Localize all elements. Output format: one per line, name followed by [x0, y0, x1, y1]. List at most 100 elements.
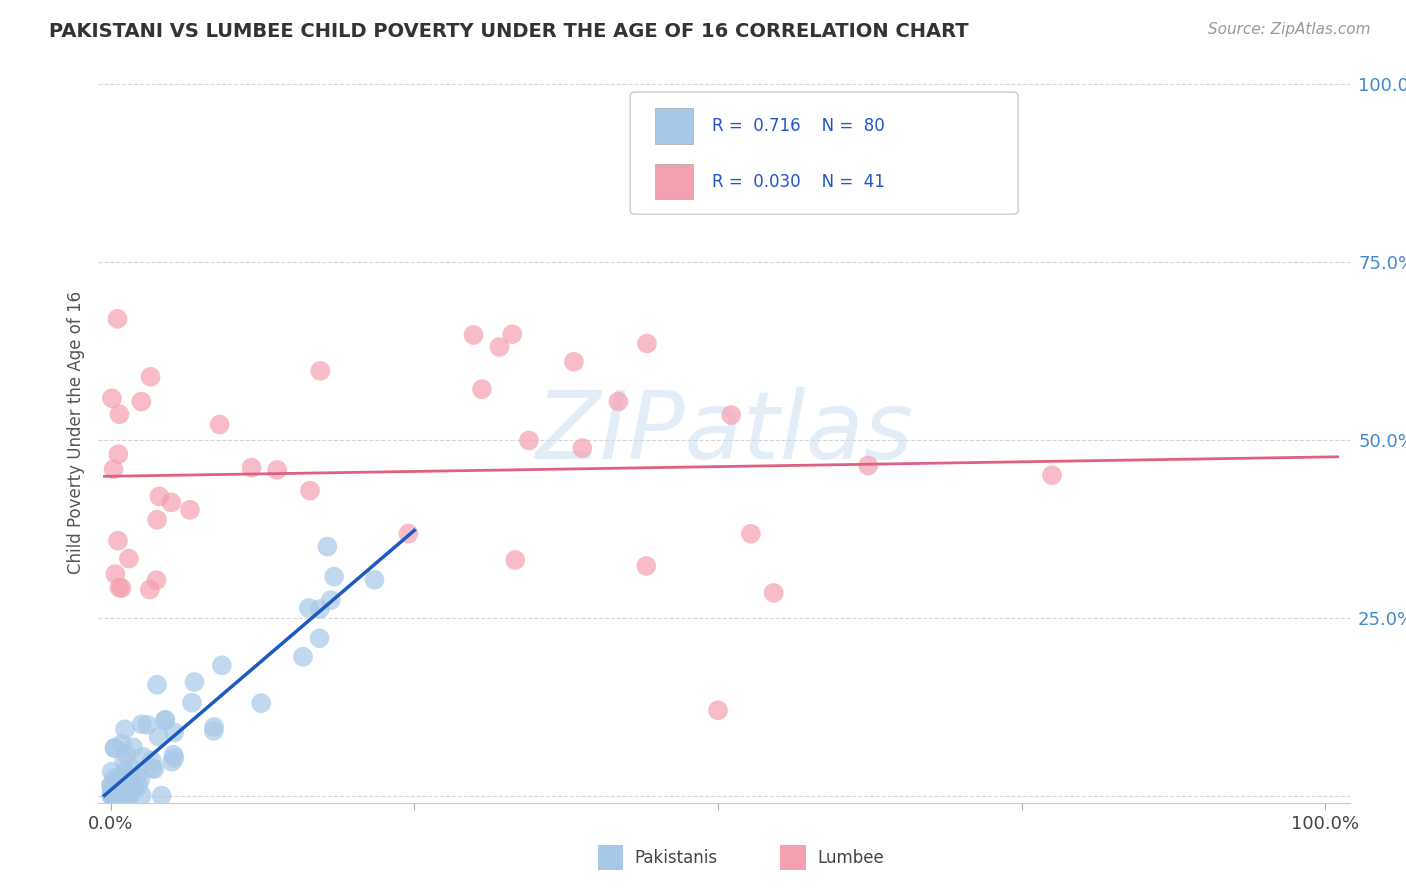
Point	[110, 777, 132, 791]
Point	[112, 765, 135, 780]
Point	[103, 771, 125, 785]
Text: R =  0.030    N =  41: R = 0.030 N = 41	[711, 173, 884, 191]
Point	[636, 336, 658, 351]
Point	[471, 382, 494, 396]
Point	[108, 581, 131, 595]
Point	[181, 696, 204, 710]
Point	[202, 723, 225, 738]
Point	[115, 780, 138, 794]
Point	[179, 503, 201, 517]
Point	[112, 753, 135, 767]
Point	[323, 569, 346, 583]
Point	[501, 327, 523, 342]
Point	[607, 394, 630, 409]
Point	[129, 772, 152, 786]
Text: R =  0.716    N =  80: R = 0.716 N = 80	[711, 117, 884, 135]
Point	[145, 573, 167, 587]
FancyBboxPatch shape	[630, 92, 1018, 214]
Point	[298, 601, 321, 615]
Point	[105, 787, 128, 801]
Point	[396, 526, 419, 541]
Point	[128, 779, 150, 793]
Point	[153, 714, 176, 728]
Point	[108, 772, 131, 786]
FancyBboxPatch shape	[655, 164, 693, 200]
Point	[112, 789, 135, 803]
Point	[141, 761, 163, 775]
Point	[105, 789, 128, 803]
Point	[132, 749, 155, 764]
Point	[636, 558, 658, 573]
Point	[1040, 468, 1063, 483]
Y-axis label: Child Poverty Under the Age of 16: Child Poverty Under the Age of 16	[67, 291, 86, 574]
Point	[707, 703, 730, 717]
Point	[103, 462, 125, 476]
Point	[139, 369, 162, 384]
Point	[740, 526, 762, 541]
Point	[100, 764, 122, 779]
Point	[146, 678, 169, 692]
Point	[150, 789, 173, 803]
Point	[114, 723, 136, 737]
Point	[208, 417, 231, 432]
Point	[100, 779, 122, 793]
Point	[115, 748, 138, 763]
Text: Pakistanis: Pakistanis	[634, 849, 717, 867]
Point	[101, 789, 124, 803]
Point	[136, 718, 159, 732]
Point	[163, 725, 186, 739]
Point	[319, 593, 342, 607]
Point	[141, 753, 163, 767]
Point	[105, 789, 128, 803]
Point	[131, 394, 153, 409]
Point	[131, 717, 153, 731]
Point	[183, 675, 205, 690]
Point	[124, 781, 146, 796]
Point	[103, 789, 125, 803]
Point	[211, 658, 233, 673]
Point	[101, 787, 124, 801]
Point	[101, 391, 124, 405]
Point	[308, 602, 330, 616]
Point	[118, 551, 141, 566]
Point	[110, 772, 132, 786]
Point	[107, 533, 129, 548]
Point	[104, 567, 127, 582]
Point	[104, 741, 127, 756]
Point	[250, 696, 273, 710]
Point	[103, 789, 125, 803]
Point	[160, 755, 183, 769]
Point	[100, 789, 122, 803]
Point	[488, 340, 510, 354]
Point	[503, 553, 526, 567]
Point	[517, 434, 540, 448]
Point	[107, 447, 129, 461]
Point	[292, 649, 315, 664]
Point	[122, 740, 145, 755]
Point	[105, 789, 128, 803]
Point	[104, 789, 127, 803]
Point	[107, 789, 129, 803]
Point	[100, 789, 122, 803]
Point	[202, 720, 225, 734]
Point	[120, 789, 142, 803]
Point	[103, 776, 125, 790]
Point	[101, 789, 124, 803]
Point	[108, 771, 131, 785]
Text: PAKISTANI VS LUMBEE CHILD POVERTY UNDER THE AGE OF 16 CORRELATION CHART: PAKISTANI VS LUMBEE CHILD POVERTY UNDER …	[49, 22, 969, 41]
Point	[163, 751, 186, 765]
FancyBboxPatch shape	[655, 108, 693, 144]
Point	[162, 747, 184, 762]
Point	[112, 784, 135, 798]
Point	[309, 364, 332, 378]
Point	[146, 513, 169, 527]
Point	[148, 730, 170, 744]
Text: Lumbee: Lumbee	[817, 849, 883, 867]
Point	[856, 458, 879, 473]
Point	[103, 789, 125, 803]
Point	[299, 483, 322, 498]
Point	[108, 407, 131, 421]
Point	[720, 408, 742, 422]
Point	[110, 581, 132, 595]
Point	[316, 540, 339, 554]
